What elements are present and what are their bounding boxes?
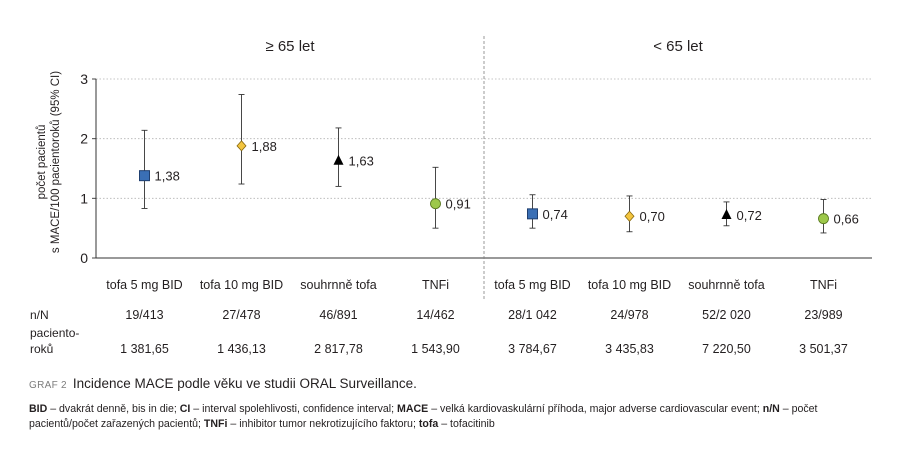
patient-years-value: 3 784,67 — [508, 342, 557, 356]
row-label-patient-years: paciento- — [30, 326, 79, 340]
legend-text: – velká kardiovaskulární příhoda, major … — [428, 403, 763, 415]
point-marker — [624, 210, 635, 222]
nN-value: 28/1 042 — [508, 308, 557, 322]
y-tick-label: 1 — [80, 190, 88, 206]
nN-value: 52/2 020 — [702, 308, 751, 322]
figure-tag: GRAF 2 — [29, 380, 67, 391]
point-marker — [236, 140, 247, 152]
patient-years-value: 1 436,13 — [217, 342, 266, 356]
row-label-nN: n/N — [30, 308, 49, 322]
patient-years-value: 7 220,50 — [702, 342, 751, 356]
point-marker — [527, 208, 538, 220]
category-label: tofa 10 mg BID — [200, 278, 283, 292]
nN-value: 23/989 — [804, 308, 842, 322]
patient-years-value: 3 501,37 — [799, 342, 848, 356]
legend-text: – interval spolehlivosti, confidence int… — [190, 403, 398, 415]
point-marker — [139, 170, 150, 182]
category-label: TNFi — [422, 278, 449, 292]
y-tick-label: 0 — [80, 250, 88, 266]
data-label: 0,91 — [446, 197, 471, 212]
category-label: souhrnně tofa — [300, 278, 376, 292]
panel-title: < 65 let — [653, 38, 703, 55]
nN-value: 27/478 — [222, 308, 260, 322]
legend-text: – tofacitinib — [438, 418, 495, 430]
row-label-patient-years: roků — [30, 342, 53, 356]
nN-value: 14/462 — [416, 308, 454, 322]
figure-caption: GRAF 2 Incidence MACE podle věku ve studi… — [29, 376, 417, 391]
data-label: 0,74 — [543, 207, 568, 222]
patient-years-value: 2 817,78 — [314, 342, 363, 356]
legend-term: MACE — [397, 403, 429, 415]
patient-years-value: 3 435,83 — [605, 342, 654, 356]
nN-value: 46/891 — [319, 308, 357, 322]
nN-value: 24/978 — [610, 308, 648, 322]
data-label: 1,88 — [252, 139, 277, 154]
legend-term: tofa — [418, 418, 439, 430]
legend-term: n/N — [762, 403, 780, 415]
y-tick-label: 2 — [80, 131, 88, 147]
legend-term: TNFi — [203, 418, 228, 430]
mace-chart: 0 1 2 3 počet pacientů s MACE/100 pacientorok… — [30, 36, 872, 356]
panel-title: ≥ 65 let — [265, 38, 315, 55]
data-label: 0,72 — [737, 208, 762, 223]
legend-text: – inhibitor tumor nekrotizujícího faktor… — [227, 418, 419, 430]
data-label: 0,66 — [834, 212, 859, 227]
point-marker — [818, 213, 829, 225]
point-marker — [333, 154, 344, 165]
point-marker — [721, 209, 732, 220]
y-axis-label: s MACE/100 pacientoroků (95% CI) — [50, 71, 62, 253]
category-label: tofa 5 mg BID — [494, 278, 570, 292]
legend-text: – dvakrát denně, bis in die; — [47, 403, 180, 415]
legend-term: CI — [179, 403, 191, 415]
legend-term: BID — [29, 403, 48, 415]
y-axis-label: počet pacientů — [36, 125, 48, 200]
data-label: 0,70 — [640, 209, 665, 224]
category-label: tofa 5 mg BID — [106, 278, 182, 292]
legend-text: – počet pacientů/počet zařazených pacien… — [29, 403, 818, 430]
category-label: souhrnně tofa — [688, 278, 764, 292]
data-label: 1,63 — [349, 154, 374, 169]
figure-title: Incidence MACE podle věku ve studii ORAL… — [72, 376, 417, 391]
nN-value: 19/413 — [125, 308, 163, 322]
patient-years-value: 1 381,65 — [120, 342, 169, 356]
patient-years-value: 1 543,90 — [411, 342, 460, 356]
abbreviation-legend: BID – dvakrát denně, bis in die; CI – in… — [29, 402, 879, 432]
y-tick-label: 3 — [80, 71, 88, 87]
data-label: 1,38 — [155, 169, 180, 184]
point-marker — [430, 198, 441, 210]
category-label: TNFi — [810, 278, 837, 292]
category-label: tofa 10 mg BID — [588, 278, 671, 292]
